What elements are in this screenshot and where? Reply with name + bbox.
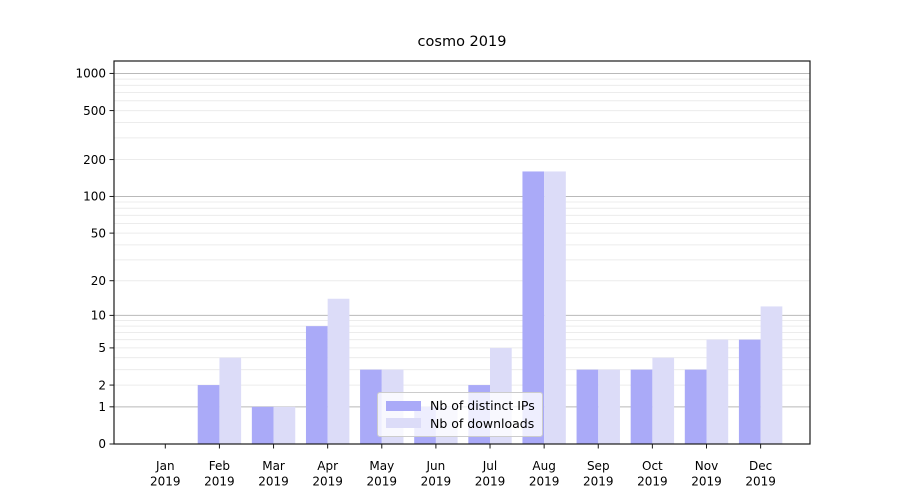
bar xyxy=(706,339,729,444)
legend-label-distinct-ips: Nb of distinct IPs xyxy=(430,398,535,414)
y-tick-label: 500 xyxy=(83,104,106,118)
bar xyxy=(576,369,599,444)
bar xyxy=(544,171,566,444)
y-tick-label: 2 xyxy=(98,378,106,392)
y-tick-label: 20 xyxy=(91,274,106,288)
y-tick-label: 200 xyxy=(83,153,106,167)
bar xyxy=(219,357,242,444)
x-tick-label: Jan 2019 xyxy=(150,459,181,489)
bar xyxy=(630,369,653,444)
y-tick-label: 0 xyxy=(98,437,106,451)
x-tick-label: Aug 2019 xyxy=(529,459,560,489)
x-tick-label: Jul 2019 xyxy=(475,459,506,489)
x-tick-label: Sep 2019 xyxy=(583,459,614,489)
x-tick-label: Mar 2019 xyxy=(258,459,289,489)
x-tick-label: Jun 2019 xyxy=(421,459,452,489)
bar xyxy=(522,171,545,444)
x-tick-label: Apr 2019 xyxy=(312,459,343,489)
legend: Nb of distinct IPs Nb of downloads xyxy=(377,392,543,437)
x-tick-label: Feb 2019 xyxy=(204,459,235,489)
bar xyxy=(360,369,382,444)
y-tick-label: 50 xyxy=(91,226,106,240)
bar xyxy=(197,385,220,444)
bar xyxy=(251,406,274,444)
bar xyxy=(684,369,707,444)
bar xyxy=(760,306,783,444)
x-tick-label: Oct 2019 xyxy=(637,459,668,489)
legend-swatch-downloads-icon xyxy=(386,418,421,429)
y-tick-label: 100 xyxy=(83,190,106,204)
chart-title: cosmo 2019 xyxy=(417,34,507,50)
x-tick-label: Dec 2019 xyxy=(745,459,776,489)
y-tick-label: 5 xyxy=(98,341,106,355)
legend-item-downloads: Nb of downloads xyxy=(386,416,534,431)
plot-frame xyxy=(113,60,811,445)
x-tick-label: May 2019 xyxy=(367,459,398,489)
bar xyxy=(652,357,675,444)
bar xyxy=(305,326,328,444)
legend-swatch-distinct-ips-icon xyxy=(386,400,421,411)
bar xyxy=(327,298,350,444)
y-tick-label: 10 xyxy=(91,309,106,323)
legend-item-distinct-ips: Nb of distinct IPs xyxy=(386,398,535,414)
x-tick-label: Nov 2019 xyxy=(691,459,722,489)
bar xyxy=(738,339,761,444)
y-tick-label: 1 xyxy=(98,400,106,414)
y-tick-label: 1000 xyxy=(75,67,106,81)
bar xyxy=(273,406,296,444)
bar xyxy=(598,369,620,444)
legend-label-downloads: Nb of downloads xyxy=(430,415,535,431)
